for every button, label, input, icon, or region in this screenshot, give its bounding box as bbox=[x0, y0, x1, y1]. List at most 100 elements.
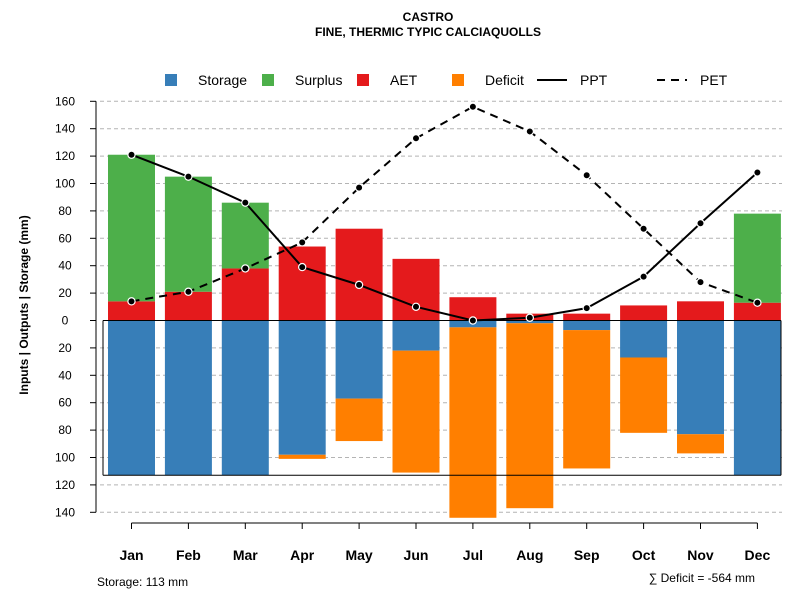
aet-bar-feb bbox=[164, 291, 212, 321]
x-tick-label-feb: Feb bbox=[176, 547, 201, 563]
ppt-point bbox=[468, 316, 478, 325]
pet-point bbox=[582, 171, 591, 180]
deficit-bar-aug bbox=[506, 323, 554, 509]
chart-title: CASTRO bbox=[403, 10, 454, 24]
ppt-point bbox=[411, 302, 421, 311]
x-tick-label-jun: Jun bbox=[404, 547, 429, 563]
ppt-point bbox=[184, 172, 193, 181]
ppt-point bbox=[753, 168, 762, 177]
x-tick-label-apr: Apr bbox=[290, 547, 315, 563]
pet-point bbox=[127, 297, 136, 306]
x-tick-label-nov: Nov bbox=[687, 547, 714, 563]
legend-swatch-storage bbox=[165, 74, 177, 86]
ppt-point bbox=[127, 150, 136, 159]
storage-bar-mar bbox=[221, 320, 269, 476]
x-tick-label-aug: Aug bbox=[516, 547, 543, 563]
ppt-point bbox=[525, 313, 535, 322]
surplus-bar-feb bbox=[164, 176, 212, 292]
deficit-bar-apr bbox=[278, 454, 326, 459]
lines-group bbox=[127, 102, 762, 325]
deficit-bar-jun bbox=[392, 350, 440, 473]
legend-label-deficit: Deficit bbox=[485, 72, 524, 88]
pet-point bbox=[298, 238, 307, 247]
x-tick-label-may: May bbox=[345, 547, 372, 563]
surplus-bar-dec bbox=[733, 213, 781, 303]
legend-label-aet: AET bbox=[390, 72, 418, 88]
storage-note: Storage: 113 mm bbox=[97, 575, 188, 589]
chart-subtitle: FINE, THERMIC TYPIC CALCIAQUOLLS bbox=[315, 25, 541, 39]
storage-bar-may bbox=[335, 320, 383, 399]
x-tick-label-jan: Jan bbox=[119, 547, 143, 563]
y-tick-label: 100 bbox=[55, 451, 75, 465]
deficit-bar-jul bbox=[449, 327, 497, 518]
ppt-point bbox=[354, 280, 364, 290]
pet-point bbox=[639, 224, 648, 233]
deficit-note: ∑ Deficit = -564 mm bbox=[649, 571, 755, 585]
legend-swatch-deficit bbox=[452, 74, 464, 86]
frame-lines bbox=[102, 320, 782, 476]
y-tick-label: 40 bbox=[58, 259, 72, 273]
x-tick-label-mar: Mar bbox=[233, 547, 258, 563]
pet-point bbox=[411, 134, 421, 143]
storage-bar-feb bbox=[164, 320, 212, 476]
x-tick-label-jul: Jul bbox=[463, 547, 483, 563]
y-tick-label: 20 bbox=[58, 341, 72, 355]
x-tick-label-oct: Oct bbox=[632, 547, 656, 563]
storage-bar-sep bbox=[563, 320, 611, 331]
aet-bar-mar bbox=[221, 268, 269, 321]
y-tick-label: 80 bbox=[58, 204, 72, 218]
x-axis: Jan Feb Mar Apr May Jun Jul Aug Sep Oct Nov Dec bbox=[119, 522, 771, 563]
pet-point bbox=[354, 183, 364, 192]
y-tick-label: 60 bbox=[58, 396, 72, 410]
pet-point bbox=[468, 102, 478, 111]
y-tick-label: 80 bbox=[58, 423, 72, 437]
ppt-point bbox=[241, 198, 250, 207]
deficit-bar-sep bbox=[563, 330, 611, 469]
deficit-bar-oct bbox=[620, 357, 668, 433]
surplus-bar-jan bbox=[108, 154, 155, 302]
aet-bar-apr bbox=[278, 246, 326, 321]
aet-bar-nov bbox=[677, 301, 724, 321]
x-tick-label-sep: Sep bbox=[574, 547, 600, 563]
aet-bar-sep bbox=[563, 313, 611, 321]
surplus-bar-mar bbox=[221, 202, 269, 269]
aet-bar-dec bbox=[733, 302, 781, 321]
pet-point bbox=[241, 264, 250, 273]
aet-bar-jul bbox=[449, 297, 497, 321]
pet-point bbox=[525, 127, 535, 136]
storage-bar-jan bbox=[108, 320, 155, 476]
ppt-point bbox=[298, 262, 307, 272]
legend-swatch-aet bbox=[357, 74, 369, 86]
y-tick-label: 100 bbox=[55, 177, 75, 191]
aet-bar-oct bbox=[620, 305, 668, 321]
ppt-point bbox=[696, 219, 705, 228]
y-tick-label: 40 bbox=[58, 368, 72, 382]
storage-bar-oct bbox=[620, 320, 668, 358]
y-axis-label: Inputs | Outputs | Storage (mm) bbox=[17, 215, 31, 394]
y-tick-label: 60 bbox=[58, 231, 72, 245]
legend-label-storage: Storage bbox=[198, 72, 247, 88]
pet-point bbox=[753, 298, 762, 307]
y-axis: 160 140 120 100 80 60 40 20 0 20 40 60 80 100 120 140 bbox=[55, 94, 97, 519]
storage-bar-apr bbox=[278, 320, 326, 455]
y-tick-label: 140 bbox=[55, 505, 75, 519]
aet-bar-may bbox=[335, 228, 383, 321]
y-tick-label: 20 bbox=[58, 286, 72, 300]
ppt-line bbox=[131, 153, 759, 322]
deficit-bar-may bbox=[335, 398, 383, 442]
y-tick-label: 140 bbox=[55, 122, 75, 136]
gridlines bbox=[100, 100, 782, 513]
storage-bar-dec bbox=[733, 320, 781, 476]
x-tick-label-dec: Dec bbox=[745, 547, 771, 563]
legend-label-pet: PET bbox=[700, 72, 728, 88]
y-tick-label: 120 bbox=[55, 149, 75, 163]
ppt-point bbox=[639, 272, 648, 281]
bars-group bbox=[108, 154, 781, 518]
pet-point bbox=[184, 287, 193, 296]
y-tick-label: 160 bbox=[55, 94, 75, 108]
legend-label-surplus: Surplus bbox=[295, 72, 342, 88]
aet-bar-jan bbox=[108, 301, 155, 321]
y-tick-label: 120 bbox=[55, 478, 75, 492]
deficit-bar-nov bbox=[677, 434, 724, 454]
